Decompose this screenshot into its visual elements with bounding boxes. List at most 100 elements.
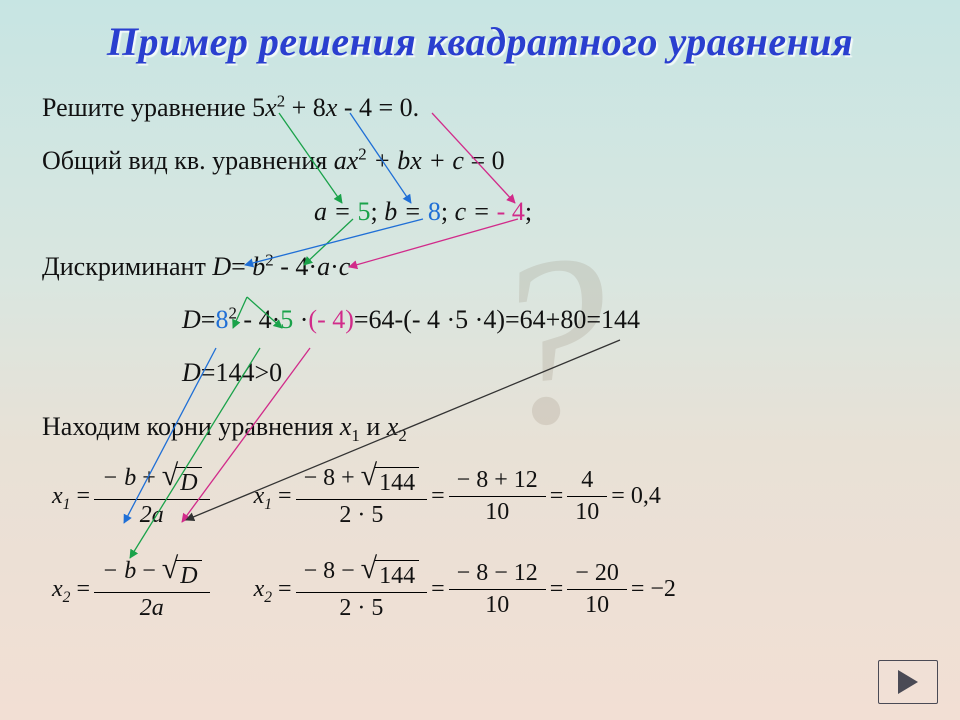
t: - 4· [237, 305, 280, 334]
val-b: 8 [428, 197, 441, 226]
t: = [76, 483, 90, 510]
t: = [278, 483, 292, 510]
sqrt-icon: √D [162, 557, 202, 590]
content: Решите уравнение 5x2 + 8x - 4 = 0. Общий… [42, 90, 922, 622]
next-button[interactable] [878, 660, 938, 704]
t: 10 [567, 590, 627, 619]
t: x [52, 483, 63, 509]
t: − [136, 558, 162, 584]
t: 2a [94, 593, 210, 622]
sup-2: 2 [265, 251, 273, 270]
t: =64-(- 4 ·5 ·4)=64+80=144 [354, 305, 640, 334]
t: ; [371, 197, 385, 226]
t: ; [525, 197, 532, 226]
t: D [176, 467, 201, 497]
result-x2: = −2 [631, 576, 676, 603]
t: + [367, 146, 398, 175]
t: = [201, 305, 216, 334]
t: 2 · 5 [296, 500, 428, 529]
sup-2: 2 [228, 304, 236, 323]
frac: − 8 + 12 10 [449, 467, 546, 526]
lbl-x2: x2 [52, 576, 70, 603]
t: 144 [375, 467, 419, 497]
t: Дискриминант [42, 252, 212, 281]
var-b: b [252, 252, 265, 281]
t: =144>0 [201, 358, 282, 387]
val-a: 5 [358, 197, 371, 226]
lbl-x1b: x1 [254, 483, 272, 510]
lbl-a: a = [314, 197, 358, 226]
t: − 8 + 12 [449, 467, 546, 497]
t: + [335, 465, 361, 491]
t: − [335, 558, 361, 584]
t: = [231, 252, 252, 281]
var-d: D [212, 252, 231, 281]
t: − 8 − 12 [449, 560, 546, 590]
t: − 8 [304, 465, 336, 491]
term-ax: ax [334, 146, 359, 175]
var-x: x [340, 412, 352, 441]
formula-x1: x1 = − b + √D 2a x1 = − 8 + √144 2 · 5 =… [52, 464, 922, 529]
sup-2: 2 [358, 144, 366, 163]
t: 4 [567, 467, 607, 497]
lbl-b: b = [384, 197, 428, 226]
t: 2a [94, 500, 210, 529]
var-d: D [182, 305, 201, 334]
frac: 4 10 [567, 467, 607, 526]
frac: − 8 + √144 2 · 5 [296, 464, 428, 529]
t: 2 · 5 [296, 593, 428, 622]
frac: − b + √D 2a [94, 464, 210, 529]
val-c: (- 4) [308, 305, 353, 334]
t: + [136, 465, 162, 491]
sqrt-icon: √144 [361, 557, 419, 590]
t: 10 [449, 497, 546, 526]
val-a: 5 [280, 305, 293, 334]
sub-1: 1 [351, 426, 359, 445]
term-c: c [452, 146, 464, 175]
t: = 0 [464, 146, 505, 175]
t: − 20 [567, 560, 627, 590]
t: D [176, 560, 201, 590]
t: Находим корни уравнения [42, 412, 340, 441]
t: x [254, 576, 265, 602]
line-discriminant-result: D=144>0 [182, 355, 922, 390]
t: − b [102, 465, 136, 491]
t: Решите уравнение 5 [42, 93, 265, 122]
term-bx: bx [397, 146, 422, 175]
result-x1: = 0,4 [611, 483, 661, 510]
t: 144 [375, 560, 419, 590]
val-b: 8 [215, 305, 228, 334]
t: 10 [449, 590, 546, 619]
t: - 4 = 0. [337, 93, 419, 122]
t: = [431, 483, 445, 510]
frac: − 20 10 [567, 560, 627, 619]
lbl-x1: x1 [52, 483, 70, 510]
t: Общий вид кв. уравнения [42, 146, 334, 175]
t: + 8 [285, 93, 326, 122]
var-a: a [317, 252, 330, 281]
t: ; [441, 197, 455, 226]
var-d: D [182, 358, 201, 387]
t: − b [102, 558, 136, 584]
t: = [278, 576, 292, 603]
line-discriminant-formula: Дискриминант D= b2 - 4·a·c [42, 249, 922, 284]
title-text: Пример решения квадратного уравнения [107, 19, 853, 64]
line-roots-intro: Находим корни уравнения x1 и x2 [42, 409, 922, 444]
t: x [254, 483, 265, 509]
t: · [293, 305, 308, 334]
sqrt-icon: √D [162, 464, 202, 497]
t: 10 [567, 497, 607, 526]
frac: − 8 − 12 10 [449, 560, 546, 619]
lbl-c: c = [455, 197, 497, 226]
t: + [422, 146, 453, 175]
t: = [550, 576, 564, 603]
var-x: x [265, 93, 277, 122]
val-c: - 4 [497, 197, 525, 226]
t: = [431, 576, 445, 603]
line-coeffs: a = 5; b = 8; c = - 4; [314, 194, 922, 229]
slide: ? Пример решения квадратного уравнения Р… [0, 0, 960, 720]
lbl-x2b: x2 [254, 576, 272, 603]
slide-title: Пример решения квадратного уравнения [0, 18, 960, 65]
t: x [52, 576, 63, 602]
line-problem: Решите уравнение 5x2 + 8x - 4 = 0. [42, 90, 922, 125]
